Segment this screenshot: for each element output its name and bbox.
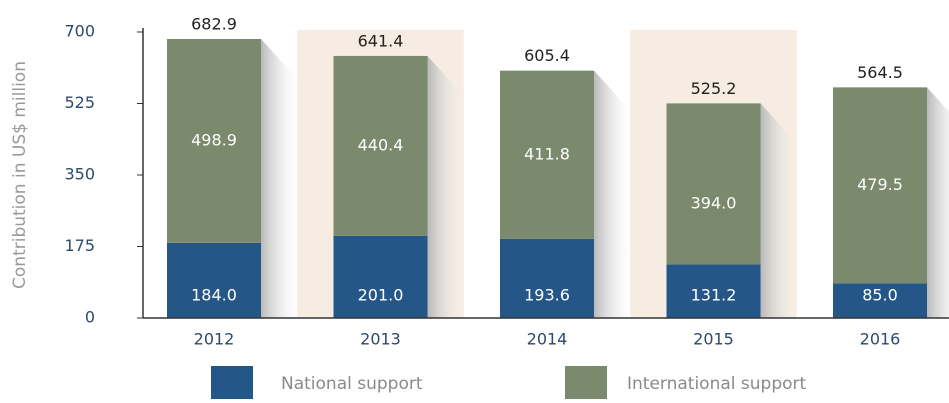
value-label: 440.4	[358, 135, 404, 154]
total-label: 564.5	[857, 63, 903, 82]
bar-shadow	[760, 103, 801, 318]
total-label: 641.4	[358, 31, 404, 50]
bar-shadow	[261, 38, 301, 318]
y-axis-label: Contribution in US$ million	[10, 61, 30, 289]
y-tick-label: 700	[64, 22, 95, 41]
legend-swatch	[211, 366, 253, 399]
legend-label: International support	[627, 374, 807, 394]
total-label: 605.4	[524, 46, 570, 65]
x-tick-label: 2014	[527, 330, 568, 349]
bar-segment	[333, 55, 428, 236]
value-label: 411.8	[524, 144, 570, 163]
value-label: 131.2	[691, 286, 737, 305]
legend-swatch	[565, 366, 607, 399]
bar-segment	[833, 87, 927, 284]
value-label: 394.0	[691, 193, 737, 212]
legend-label: National support	[281, 374, 423, 394]
total-label: 525.2	[691, 79, 737, 98]
value-label: 85.0	[862, 286, 898, 305]
value-label: 193.6	[524, 286, 570, 305]
total-label: 682.9	[191, 14, 237, 33]
bar-segment	[167, 242, 261, 318]
y-tick-label: 0	[85, 308, 95, 327]
bar-shadow	[594, 70, 634, 319]
bar-segment	[666, 103, 761, 265]
y-tick-label: 350	[64, 165, 95, 184]
value-label: 498.9	[191, 130, 237, 149]
bar-shadow	[427, 55, 468, 318]
bar-shadow	[927, 87, 949, 318]
value-label: 184.0	[191, 286, 237, 305]
x-tick-label: 2016	[860, 330, 901, 349]
value-label: 201.0	[358, 286, 404, 305]
y-tick-label: 525	[64, 93, 95, 112]
bar-segment	[833, 283, 927, 318]
bar-segment	[666, 264, 761, 318]
bar-segment	[500, 238, 594, 318]
x-tick-label: 2012	[194, 330, 235, 349]
bar-segment	[500, 70, 594, 239]
x-tick-label: 2013	[360, 330, 401, 349]
value-label: 479.5	[857, 175, 903, 194]
y-tick-label: 175	[64, 236, 95, 255]
bar-segment	[167, 38, 261, 243]
x-tick-label: 2015	[693, 330, 734, 349]
bar-segment	[333, 235, 428, 318]
